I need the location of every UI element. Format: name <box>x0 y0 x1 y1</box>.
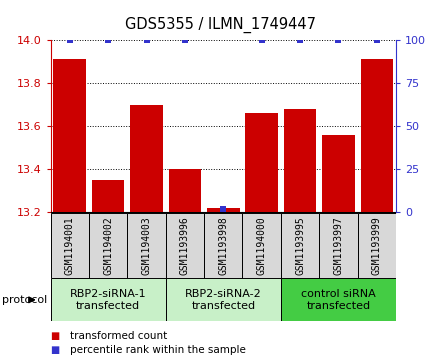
Text: transformed count: transformed count <box>70 331 168 341</box>
Text: GSM1193996: GSM1193996 <box>180 216 190 275</box>
Bar <box>169 169 201 212</box>
Bar <box>319 213 358 278</box>
Text: ■: ■ <box>51 331 60 341</box>
Text: ■: ■ <box>51 345 60 355</box>
Bar <box>246 113 278 212</box>
Text: protocol: protocol <box>2 295 48 305</box>
Bar <box>204 213 242 278</box>
Bar <box>92 180 125 212</box>
Bar <box>281 278 396 321</box>
Bar <box>358 213 396 278</box>
Text: GSM1193999: GSM1193999 <box>372 216 382 275</box>
Bar <box>360 59 393 212</box>
Bar <box>127 213 166 278</box>
Text: RBP2-siRNA-2
transfected: RBP2-siRNA-2 transfected <box>185 289 262 311</box>
Text: control siRNA
transfected: control siRNA transfected <box>301 289 376 311</box>
Text: RBP2-siRNA-1
transfected: RBP2-siRNA-1 transfected <box>70 289 147 311</box>
Bar <box>242 213 281 278</box>
Bar <box>284 109 316 212</box>
Bar <box>51 213 89 278</box>
Bar <box>166 278 281 321</box>
Text: GSM1194003: GSM1194003 <box>142 216 151 275</box>
Text: GSM1193998: GSM1193998 <box>218 216 228 275</box>
Bar <box>322 135 355 212</box>
Bar <box>281 213 319 278</box>
Text: GSM1194000: GSM1194000 <box>257 216 267 275</box>
Bar <box>89 213 127 278</box>
Text: GSM1193995: GSM1193995 <box>295 216 305 275</box>
Bar <box>54 59 86 212</box>
Bar <box>166 213 204 278</box>
Bar <box>207 208 240 212</box>
Bar <box>51 278 166 321</box>
Text: percentile rank within the sample: percentile rank within the sample <box>70 345 246 355</box>
Bar <box>130 105 163 212</box>
Text: GSM1194001: GSM1194001 <box>65 216 75 275</box>
Text: GSM1194002: GSM1194002 <box>103 216 113 275</box>
Text: GSM1193997: GSM1193997 <box>334 216 344 275</box>
Text: GDS5355 / ILMN_1749447: GDS5355 / ILMN_1749447 <box>125 16 315 33</box>
